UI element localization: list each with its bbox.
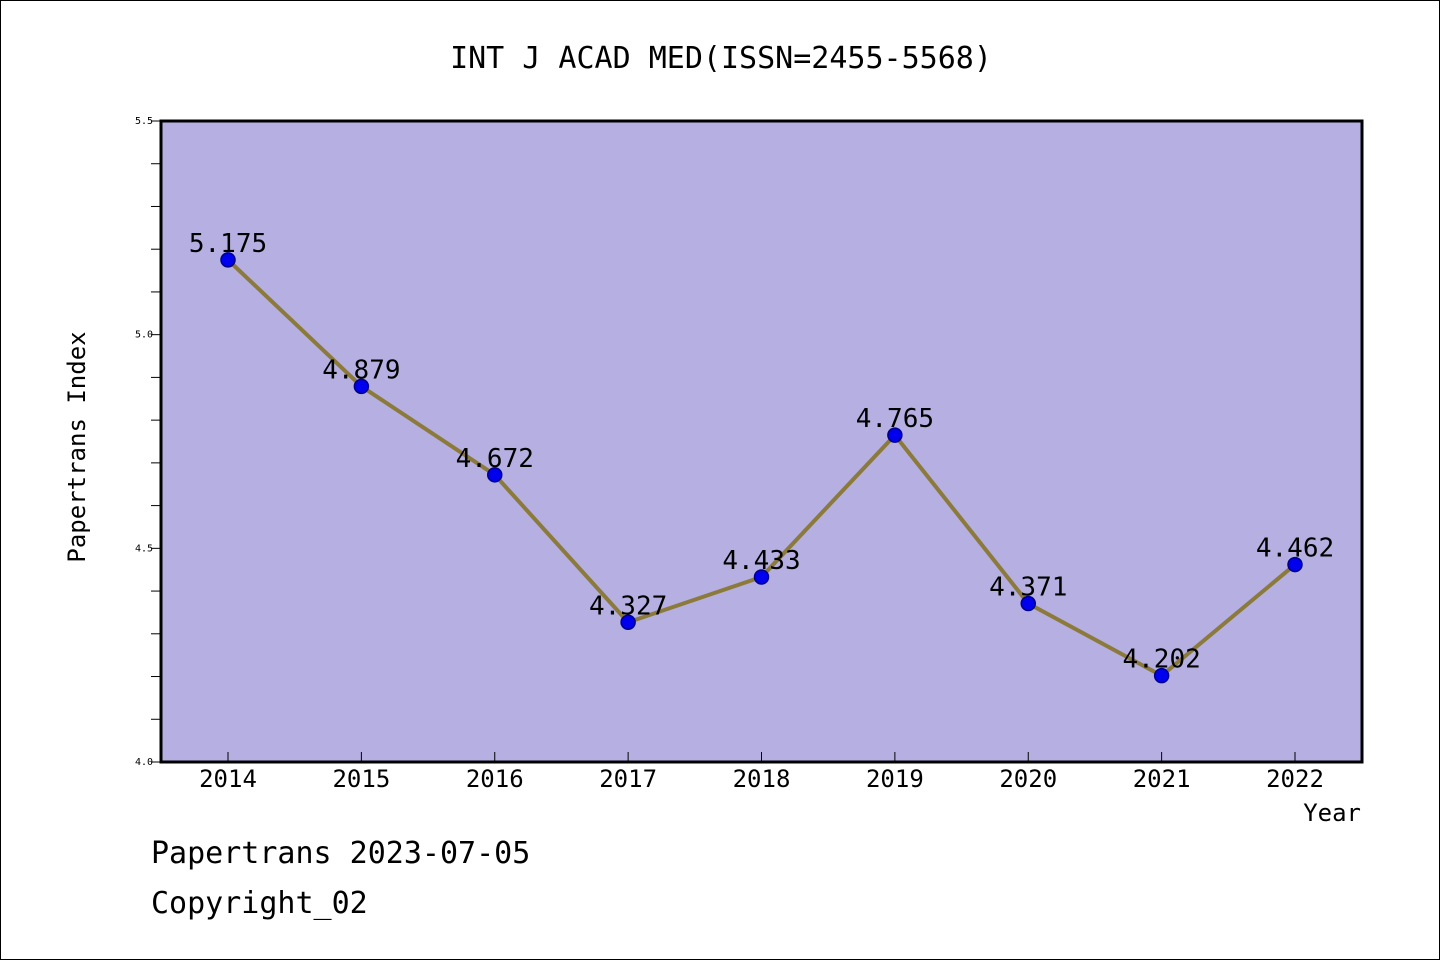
data-point (353, 378, 370, 395)
data-point (220, 252, 236, 268)
y-tick-label: 5.0 (135, 330, 153, 341)
x-tick-label: 2019 (866, 765, 924, 793)
footer-copyright: Copyright_02 (151, 886, 368, 921)
x-tick-label: 2018 (733, 765, 791, 793)
x-axis-label: Year (1303, 799, 1361, 827)
plot-area (159, 119, 1364, 764)
data-point (1287, 556, 1303, 573)
data-label: 4.672 (456, 444, 534, 474)
x-tick-label: 2022 (1266, 765, 1324, 793)
x-tick-label: 2021 (1133, 765, 1191, 793)
series-points (220, 252, 1303, 684)
data-label: 4.765 (856, 404, 934, 434)
x-tick-label: 2015 (332, 765, 390, 793)
y-tick-label: 4.5 (135, 543, 153, 554)
data-label: 4.327 (589, 591, 667, 621)
data-point (487, 467, 503, 483)
data-label: 4.433 (722, 546, 800, 576)
x-tick-label: 2020 (999, 765, 1057, 793)
data-point (1020, 595, 1036, 612)
y-axis: 4.0 4.5 5.0 5.5 (135, 116, 161, 768)
x-axis: 2014 2015 2016 2017 2018 2019 2020 2021 2022 (199, 752, 1324, 793)
data-label: 4.879 (322, 355, 400, 385)
x-tick-label: 2014 (199, 765, 257, 793)
y-tick-label: 5.5 (135, 116, 153, 127)
data-label: 4.202 (1122, 645, 1200, 675)
x-tick-label: 2016 (466, 765, 524, 793)
data-label: 5.175 (189, 229, 267, 259)
data-labels: 5.175 4.879 4.672 4.327 4.433 4.765 4.371 4.202… (189, 229, 1334, 675)
data-point (887, 427, 903, 443)
data-point (753, 569, 770, 585)
footer-date: Papertrans 2023-07-05 (151, 836, 531, 871)
data-label: 4.462 (1256, 534, 1334, 564)
x-tick-label: 2017 (599, 765, 657, 793)
chart-title: INT J ACAD MED(ISSN=2455-5568) (450, 41, 992, 76)
y-axis-label: Papertrans Index (63, 331, 91, 562)
y-tick-label: 4.0 (135, 757, 153, 768)
data-point (1153, 667, 1170, 684)
data-label: 4.371 (989, 572, 1067, 602)
data-point (620, 614, 636, 631)
